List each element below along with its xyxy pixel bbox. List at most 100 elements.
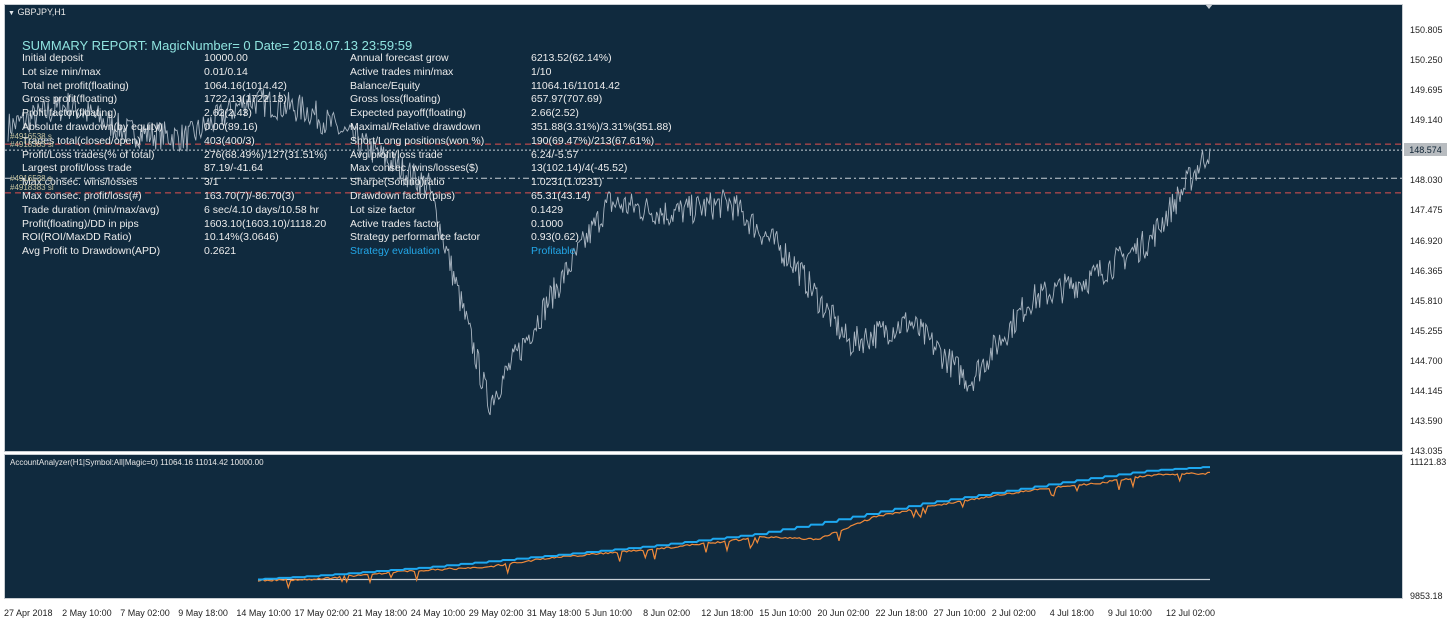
report-value: 6.24/-5.57 xyxy=(531,148,579,161)
time-axis-tick: 5 Jun 10:00 xyxy=(585,608,633,618)
time-axis-tick: 31 May 18:00 xyxy=(526,608,582,618)
report-value: 2.66(2.52) xyxy=(531,107,579,120)
indicator-axis-top: 11121.83 xyxy=(1410,457,1447,467)
report-label: ROI(ROI/MaxDD Ratio) xyxy=(22,231,132,244)
report-value: 13(102.14)/4(-45.52) xyxy=(531,162,628,175)
time-axis-tick: 14 May 10:00 xyxy=(236,608,291,618)
report-label: Drawdown factor(pips) xyxy=(350,190,456,202)
report-label: Profit/Loss trades(% of total) xyxy=(22,148,155,161)
report-label: Sharpe(Sortino)ratio xyxy=(350,176,445,189)
time-axis-tick: 22 Jun 18:00 xyxy=(875,608,928,618)
time-axis-tick: 2 Jul 02:00 xyxy=(991,608,1036,618)
report-label: Trade duration (min/max/avg) xyxy=(22,203,160,216)
report-value: 10.14%(3.0646) xyxy=(204,231,279,244)
order-marker[interactable]: #4918383 sl xyxy=(10,140,54,149)
report-value: 0.1429 xyxy=(531,203,564,216)
report-value: Profitable xyxy=(531,245,576,258)
price-line xyxy=(7,88,1211,416)
order-marker[interactable]: #4916538 s xyxy=(10,174,52,183)
report-label: Max consec. wins/losses xyxy=(22,176,138,189)
report-label: Profit(floating)/DD in pips xyxy=(22,217,139,230)
time-axis-tick: 9 Jul 10:00 xyxy=(1107,608,1152,618)
indicator-scale[interactable] xyxy=(1404,454,1447,599)
time-axis-tick: 7 May 02:00 xyxy=(120,608,170,618)
indicator-axis-bottom: 9853.18 xyxy=(1410,591,1443,601)
report-label: Gross profit(floating) xyxy=(22,93,118,106)
time-axis-tick: 27 Apr 2018 xyxy=(4,608,53,618)
time-axis-tick: 20 Jun 02:00 xyxy=(817,608,870,618)
report-value: 11064.16/11014.42 xyxy=(531,79,620,92)
report-value: 0.00(89.16) xyxy=(204,121,258,133)
balance-line xyxy=(258,466,1210,581)
report-label: Max consec. wins/losses($) xyxy=(350,162,479,175)
price-axis-tick: 143.035 xyxy=(1410,446,1443,456)
price-axis-tick: 143.590 xyxy=(1410,415,1443,426)
price-axis-tick: 150.250 xyxy=(1410,55,1443,66)
report-label: Short/Long positions(won %) xyxy=(350,134,485,147)
time-axis[interactable] xyxy=(0,600,1447,625)
report-label: Active trades min/max xyxy=(350,65,454,78)
price-chart-pane[interactable] xyxy=(4,4,1403,452)
time-axis-tick: 27 Jun 10:00 xyxy=(933,608,986,618)
report-label: Balance/Equity xyxy=(350,79,421,92)
report-label: Gross loss(floating) xyxy=(350,93,441,106)
report-value: 163.70(7)/-86.70(3) xyxy=(204,190,295,202)
chart-symbol-title: ▼ GBPJPY,H1 xyxy=(8,7,66,17)
report-value: 0.93(0.62) xyxy=(531,231,579,244)
time-axis-tick: 17 May 02:00 xyxy=(294,608,350,618)
report-value: 1064.16(1014.42) xyxy=(204,79,287,92)
report-label: Expected payoff(floating) xyxy=(350,107,466,120)
time-axis-tick: 2 May 10:00 xyxy=(62,608,112,618)
report-value: 6213.52(62.14%) xyxy=(531,52,612,64)
report-value: 1/10 xyxy=(531,65,552,78)
report-value: 0.1000 xyxy=(531,217,564,230)
time-axis-tick: 4 Jul 18:00 xyxy=(1049,608,1094,618)
report-label: Max consec. profit/loss(#) xyxy=(22,190,142,202)
price-axis-tick: 149.140 xyxy=(1410,115,1443,126)
equity-line xyxy=(257,471,1211,590)
report-label: Lot size min/max xyxy=(22,65,101,78)
price-axis-tick: 150.805 xyxy=(1410,25,1443,35)
report-value: 351.88(3.31%)/3.31%(351.88) xyxy=(531,121,672,133)
report-label: Strategy performance factor xyxy=(350,231,481,244)
report-label: Initial deposit xyxy=(22,52,84,64)
report-value: 65.31(43.14) xyxy=(531,190,591,202)
order-marker[interactable]: #4916538 s xyxy=(10,132,52,141)
collapse-arrow-icon: ▼ xyxy=(8,10,15,17)
report-value: 3/1 xyxy=(204,176,219,189)
report-value: 1.0231(1.0231) xyxy=(531,176,603,189)
time-axis-tick: 21 May 18:00 xyxy=(352,608,408,618)
price-axis-tick: 145.810 xyxy=(1410,295,1443,306)
report-label: Active trades factor xyxy=(350,217,440,230)
indicator-title: AccountAnalyzer(H1|Symbol:All|Magic=0) 1… xyxy=(10,458,264,467)
report-value: 276(68.49%)/127(31.51%) xyxy=(204,148,328,161)
order-levels xyxy=(5,143,1402,194)
report-label: Lot size factor xyxy=(350,203,416,216)
price-axis-tick: 146.365 xyxy=(1410,265,1443,276)
report-label: Maximal/Relative drawdown xyxy=(350,121,481,133)
report-value: 2.62(2.43) xyxy=(204,107,252,120)
report-value: 10000.00 xyxy=(204,52,248,64)
report-value: 190(69.47%)/213(67.61%) xyxy=(531,134,655,147)
report-value: 1722.13(1722.13) xyxy=(204,93,287,106)
report-label: Avg profit/loss trade xyxy=(350,148,443,161)
report-value: 1603.10(1603.10)/1118.20 xyxy=(204,217,327,230)
report-value: 657.97(707.69) xyxy=(531,93,603,106)
report-label: Strategy evaluation xyxy=(350,245,440,258)
time-axis-tick: 12 Jun 18:00 xyxy=(701,608,754,618)
price-axis-tick: 144.145 xyxy=(1410,385,1443,396)
report-value: 0.2621 xyxy=(204,245,237,258)
report-label: Avg Profit to Drawdown(APD) xyxy=(22,245,161,258)
time-axis-tick: 24 May 10:00 xyxy=(410,608,466,618)
report-header: SUMMARY REPORT: MagicNumber= 0 Date= 201… xyxy=(22,38,413,53)
account-analyzer-pane[interactable] xyxy=(4,454,1403,599)
time-axis-tick: 29 May 02:00 xyxy=(468,608,524,618)
report-label: Annual forecast grow xyxy=(350,52,449,64)
order-marker[interactable]: #4918383 sl xyxy=(10,183,54,192)
time-axis-tick: 15 Jun 10:00 xyxy=(759,608,812,618)
time-axis-tick: 9 May 18:00 xyxy=(178,608,228,618)
report-value: 87.19/-41.64 xyxy=(204,162,263,175)
report-label: Largest profit/loss trade xyxy=(22,162,132,175)
price-scale[interactable] xyxy=(1404,4,1447,452)
